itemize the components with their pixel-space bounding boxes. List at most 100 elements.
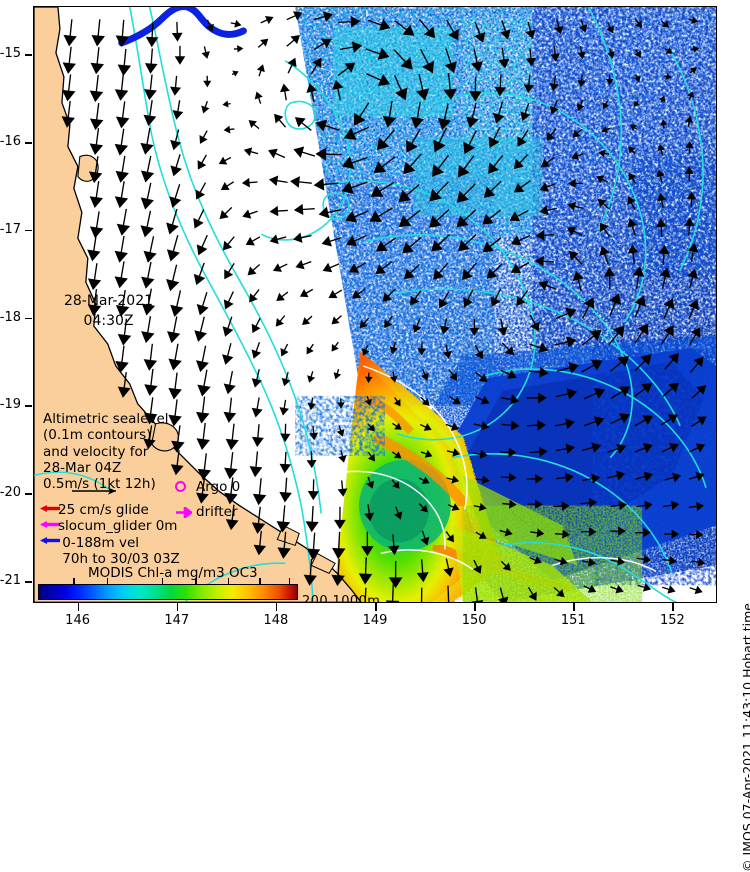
colorbar-tick-mark: [195, 578, 197, 585]
velocity-vector: [168, 343, 182, 371]
velocity-vector: [279, 451, 291, 474]
velocity-vector: [195, 345, 209, 373]
velocity-vector: [472, 449, 488, 459]
velocity-vector: [195, 396, 210, 424]
velocity-vector: [402, 237, 422, 254]
velocity-vector: [660, 119, 668, 129]
velocity-vector: [553, 586, 565, 598]
velocity-vector: [243, 147, 259, 157]
velocity-vector: [306, 532, 321, 560]
velocity-vector: [364, 372, 373, 384]
velocity-vector: [269, 234, 287, 245]
velocity-vector: [529, 446, 548, 458]
velocity-vector: [581, 527, 597, 537]
velocity-vector: [610, 413, 630, 425]
velocity-vector: [403, 153, 422, 175]
velocity-vector: [529, 314, 540, 332]
velocity-vector: [172, 100, 184, 120]
velocity-vector: [336, 398, 345, 409]
velocity-vector: [482, 209, 502, 225]
velocity-vector: [345, 210, 369, 223]
velocity-vector: [520, 102, 531, 122]
velocity-vector: [599, 246, 610, 265]
velocity-vector: [576, 99, 585, 112]
figure-root: 28-Mar-2021 04:30Z Altimetric sealevel (…: [0, 6, 750, 872]
velocity-vector: [391, 479, 400, 489]
velocity-vector: [197, 453, 212, 481]
velocity-vector: [572, 128, 583, 138]
x-tick-label: 147: [164, 613, 190, 628]
velocity-vector: [370, 181, 395, 197]
colorbar-tick-mark: [73, 578, 75, 585]
velocity-vector: [529, 342, 549, 353]
velocity-vector: [497, 318, 508, 336]
velocity-vector: [367, 452, 375, 462]
velocity-vector: [688, 471, 705, 482]
velocity-vector: [470, 48, 483, 73]
velocity-vector: [230, 19, 242, 28]
velocity-vector: [315, 119, 340, 132]
velocity-vector: [540, 156, 555, 168]
velocity-vector: [608, 325, 625, 345]
velocity-vector: [310, 57, 322, 75]
velocity-vector: [143, 343, 158, 371]
velocity-vector: [389, 341, 398, 355]
velocity-vector: [203, 75, 212, 88]
velocity-vector: [346, 234, 367, 247]
velocity-vector: [437, 103, 452, 130]
velocity-vector: [88, 156, 103, 184]
velocity-vector: [416, 73, 430, 101]
velocity-vector: [287, 57, 297, 74]
argo-legend-label: Argo 0: [196, 479, 241, 495]
velocity-vector: [581, 442, 602, 453]
velocity-vector: [449, 395, 461, 405]
velocity-vector: [280, 343, 289, 357]
velocity-vector: [634, 443, 653, 454]
velocity-vector: [656, 218, 667, 238]
velocity-vector: [555, 443, 575, 455]
velocity-vector: [636, 500, 653, 511]
map-plot-area[interactable]: 28-Mar-2021 04:30Z Altimetric sealevel (…: [33, 6, 717, 603]
velocity-vector: [219, 206, 233, 220]
velocity-vector: [657, 192, 667, 209]
velocity-vector: [527, 586, 537, 601]
velocity-vector: [463, 289, 474, 308]
argo-marker-icon: [175, 481, 186, 492]
velocity-vector: [539, 182, 556, 192]
velocity-vector: [195, 182, 207, 200]
velocity-vector: [607, 443, 627, 454]
velocity-vector: [603, 267, 616, 289]
velocity-vector: [610, 355, 630, 372]
velocity-vector: [636, 554, 652, 564]
velocity-vector: [223, 291, 234, 310]
velocity-vector: [145, 22, 159, 48]
velocity-vector: [473, 421, 490, 431]
velocity-vector: [89, 74, 104, 103]
velocity-vector: [633, 74, 641, 83]
velocity-vector: [294, 117, 312, 131]
velocity-vector: [91, 19, 105, 47]
velocity-vector: [170, 290, 184, 317]
velocity-vector: [510, 234, 531, 246]
x-tick-mark: [573, 603, 575, 611]
velocity-vector: [302, 315, 313, 326]
velocity-vectors: [61, 11, 707, 602]
velocity-vector: [224, 262, 235, 280]
colorbar: [38, 584, 298, 600]
velocity-vector: [143, 425, 156, 450]
velocity-vector: [663, 298, 675, 319]
velocity-vector: [549, 99, 559, 115]
velocity-vector: [114, 261, 128, 289]
velocity-vector: [61, 74, 76, 102]
velocity-vector: [348, 262, 367, 273]
velocity-vector: [63, 19, 77, 47]
drifter-legend-label: drifter: [196, 504, 238, 520]
velocity-vector: [233, 45, 244, 53]
velocity-vector: [279, 477, 292, 503]
velocity-vector: [556, 472, 574, 483]
velocity-vector: [634, 323, 649, 344]
velocity-vector: [581, 329, 602, 346]
velocity-vector: [247, 264, 261, 276]
velocity-vector: [501, 394, 520, 405]
velocity-vector: [391, 451, 402, 459]
